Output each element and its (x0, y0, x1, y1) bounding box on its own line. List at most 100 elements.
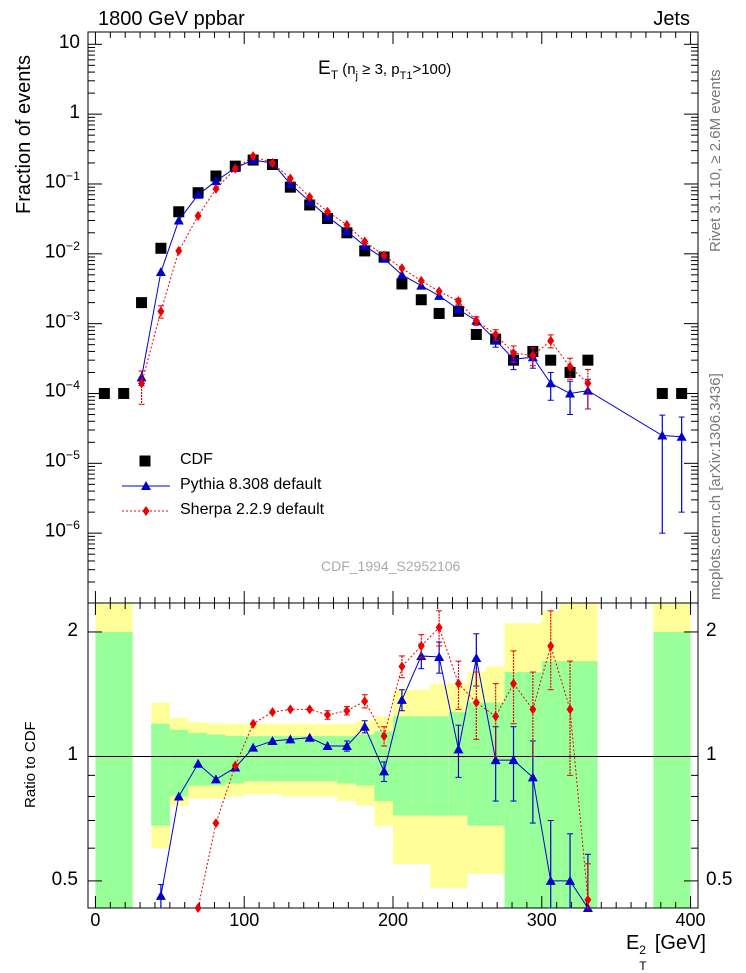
band-inner-bin (578, 661, 598, 908)
main-point-pythia (582, 385, 593, 395)
main-point-cdf (470, 328, 482, 340)
ratio-point-pythia (173, 791, 184, 801)
ratio-point-sherpa (231, 760, 239, 771)
ratio-point-sherpa (566, 704, 574, 715)
ratio-point-sherpa (472, 697, 480, 708)
ratio-point-sherpa (343, 705, 351, 716)
ratio-point-sherpa (361, 696, 369, 707)
ratio-point-pythia (434, 651, 445, 661)
ratio-x-tick-label: 100 (229, 910, 260, 930)
main-point-cdf (656, 387, 668, 399)
band-inner-bin (467, 702, 486, 826)
band-inner-bin (337, 736, 356, 784)
main-point-sherpa (212, 183, 220, 194)
ratio-point-pythia (527, 772, 538, 782)
ratio-x-tick-label: 200 (377, 910, 409, 930)
main-point-pythia (155, 266, 166, 276)
legend (122, 455, 170, 516)
ratio-panel-series (155, 610, 593, 913)
band-inner-bin (262, 736, 282, 782)
main-point-pythia (285, 178, 296, 188)
ratio-point-sherpa (286, 704, 294, 715)
ratio-y-tick-label-right: 0.5 (706, 868, 733, 890)
title-mid: ≥ 3, p (358, 61, 400, 78)
ratio-point-pythia (453, 744, 464, 754)
main-ylabel: Fraction of events (13, 55, 35, 214)
main-point-pythia (657, 430, 668, 440)
ratio-point-pythia (322, 740, 333, 750)
main-point-pythia (136, 372, 147, 382)
main-point-sherpa (306, 192, 314, 203)
ratio-y-tick-label-right: 2 (706, 619, 717, 641)
ratio-point-sherpa (194, 903, 202, 913)
main-y-tick-label: 10−6 (44, 518, 80, 542)
ratio-point-sherpa (268, 707, 276, 718)
ratio-y-tick-label-left: 1 (67, 744, 78, 766)
ratio-point-pythia (545, 875, 556, 885)
ratio-point-pythia (396, 694, 407, 704)
main-point-cdf (210, 170, 222, 182)
band-inner-bin (393, 716, 412, 816)
main-point-sherpa (398, 263, 406, 274)
legend-symbol-sherpa (142, 506, 150, 516)
main-point-cdf (415, 294, 427, 306)
main-point-pythia (545, 378, 556, 388)
ratio-point-pythia (285, 734, 296, 744)
main-point-sherpa (454, 296, 462, 307)
main-y-tick-label: 10−2 (44, 238, 80, 263)
ratio-point-sherpa (380, 731, 388, 742)
main-point-sherpa (584, 378, 592, 389)
main-point-sherpa (268, 157, 276, 168)
ratio-point-pythia (379, 766, 390, 776)
main-point-pythia (210, 176, 221, 186)
band-inner-bin (560, 661, 579, 908)
ratio-line-sherpa (197, 626, 589, 909)
band-inner-bin (430, 716, 449, 816)
ratio-point-pythia (471, 653, 482, 663)
ratio-point-sherpa (510, 678, 518, 689)
ratio-x-tick-label: 400 (675, 910, 706, 930)
main-point-sherpa (529, 350, 537, 361)
ratio-point-sherpa (435, 622, 443, 633)
band-inner-bin (318, 736, 338, 782)
main-point-pythia (173, 215, 184, 225)
main-point-cdf (173, 206, 185, 218)
header-left-label: 1800 GeV ppbar (98, 8, 245, 30)
ratio-point-pythia (341, 740, 352, 750)
main-panel-series (98, 151, 688, 534)
rivet-label: Rivet 3.1.10, ≥ 2.6M events (707, 69, 724, 253)
main-point-cdf (396, 278, 408, 290)
main-title: ET (nj ≥ 3, pT1>100) (318, 58, 451, 82)
xlabel-base: E (625, 932, 640, 954)
band-inner-bin (207, 734, 226, 786)
ratio-y-tick-label-left: 0.5 (51, 868, 78, 890)
ratio-point-sherpa (584, 894, 592, 905)
band-inner-bin (188, 732, 208, 786)
ratio-ylabel: Ratio to CDF (22, 721, 39, 808)
xlabel-unit: [GeV] (649, 932, 706, 954)
main-y-tick-label: 10 (58, 32, 80, 54)
ratio-point-sherpa (547, 640, 555, 651)
main-point-sherpa (380, 250, 388, 261)
band-inner-bin (169, 729, 189, 797)
main-point-sherpa (194, 210, 202, 221)
main-point-cdf (433, 307, 445, 319)
xlabel-sub: T (639, 959, 647, 973)
main-point-cdf (564, 366, 576, 378)
ratio-point-pythia (210, 774, 221, 784)
band-inner-bin (151, 723, 170, 826)
main-point-sherpa (566, 361, 574, 372)
main-point-sherpa (231, 163, 239, 174)
ratio-uncertainty-bands (95, 603, 691, 908)
main-point-sherpa (343, 219, 351, 230)
main-line-pythia (141, 159, 682, 438)
band-inner-bin (671, 631, 691, 908)
band-inner-bin (244, 736, 263, 782)
legend-label-cdf: CDF (180, 451, 213, 468)
main-point-sherpa (157, 306, 165, 317)
band-inner-bin (541, 661, 561, 908)
legend-label-sherpa: Sherpa 2.2.9 default (180, 501, 325, 518)
title-close: >100) (412, 61, 452, 78)
ratio-point-sherpa (529, 704, 537, 715)
